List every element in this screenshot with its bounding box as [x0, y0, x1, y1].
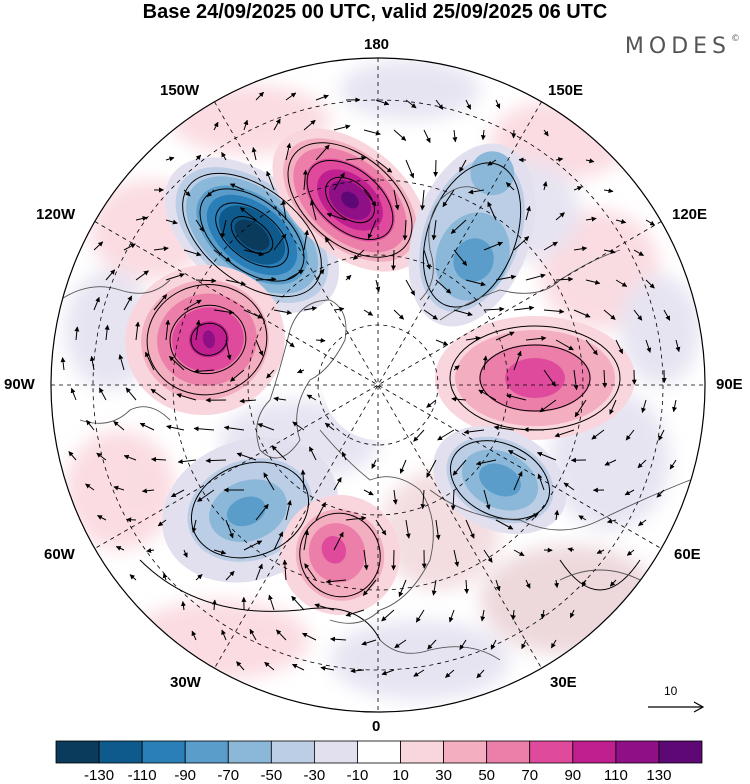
colorbar-tick-label: 50 — [478, 768, 495, 783]
colorbar-swatch — [616, 741, 659, 763]
colorbar-swatch — [228, 741, 271, 763]
colorbar-tick-label: -30 — [304, 768, 326, 783]
wind-vector — [514, 130, 515, 138]
colorbar-swatch — [444, 741, 487, 763]
colorbar-swatch — [357, 741, 400, 763]
wind-vector — [127, 520, 136, 521]
colorbar-swatch — [185, 741, 228, 763]
wind-vector — [524, 430, 544, 431]
colorbar-tick-label: 130 — [646, 768, 671, 783]
reference-vector-arrow — [646, 699, 706, 715]
modes-logo: MODES© — [625, 34, 740, 59]
colorbar-swatch — [530, 741, 573, 763]
colorbar-swatch — [142, 741, 185, 763]
lon-label-90e: 90E — [716, 376, 743, 394]
lon-label-60w: 60W — [44, 546, 75, 564]
copyright-mark: © — [731, 34, 740, 44]
brand-name: MODES — [625, 34, 731, 59]
lon-label-30w: 30W — [170, 674, 201, 692]
lon-label-120e: 120E — [672, 206, 707, 224]
wind-vector — [436, 160, 437, 177]
colorbar-tick-label: 70 — [521, 768, 538, 783]
lon-label-0: 0 — [372, 718, 380, 736]
colorbar-tick-label: 30 — [435, 768, 452, 783]
map-title: Base 24/09/2025 00 UTC, valid 25/09/2025… — [0, 0, 750, 24]
lon-label-150w: 150W — [160, 82, 199, 100]
colorbar-swatch — [56, 741, 99, 763]
wind-vector — [393, 250, 394, 270]
lon-label-180: 180 — [364, 36, 389, 54]
colorbar-tick-label: 10 — [392, 768, 409, 783]
colorbar-swatch — [573, 741, 616, 763]
colorbar-tick-label: -10 — [347, 768, 369, 783]
colorbar-tick-label: 110 — [604, 768, 628, 783]
lon-label-90w: 90W — [4, 376, 35, 394]
colorbar-tick-label: -130 — [84, 768, 114, 783]
colorbar-tick-label: -110 — [128, 768, 157, 783]
lon-label-30e: 30E — [550, 674, 577, 692]
colorbar-tick-label: -70 — [217, 768, 239, 783]
colorbar-swatch — [271, 741, 314, 763]
colorbar — [55, 740, 705, 764]
lon-label-60e: 60E — [674, 546, 701, 564]
colorbar-swatch — [314, 741, 357, 763]
wind-vector — [394, 550, 395, 570]
lon-label-150e: 150E — [548, 82, 583, 100]
lon-label-120w: 120W — [36, 206, 75, 224]
colorbar-swatch — [99, 741, 142, 763]
reference-vector-label: 10 — [664, 684, 677, 698]
colorbar-swatch — [487, 741, 530, 763]
colorbar-tick-label: -90 — [174, 768, 196, 783]
colorbar-tick-label: -50 — [260, 768, 282, 783]
colorbar-tick-label: 90 — [564, 768, 581, 783]
colorbar-swatch — [401, 741, 444, 763]
colorbar-swatch — [659, 741, 702, 763]
